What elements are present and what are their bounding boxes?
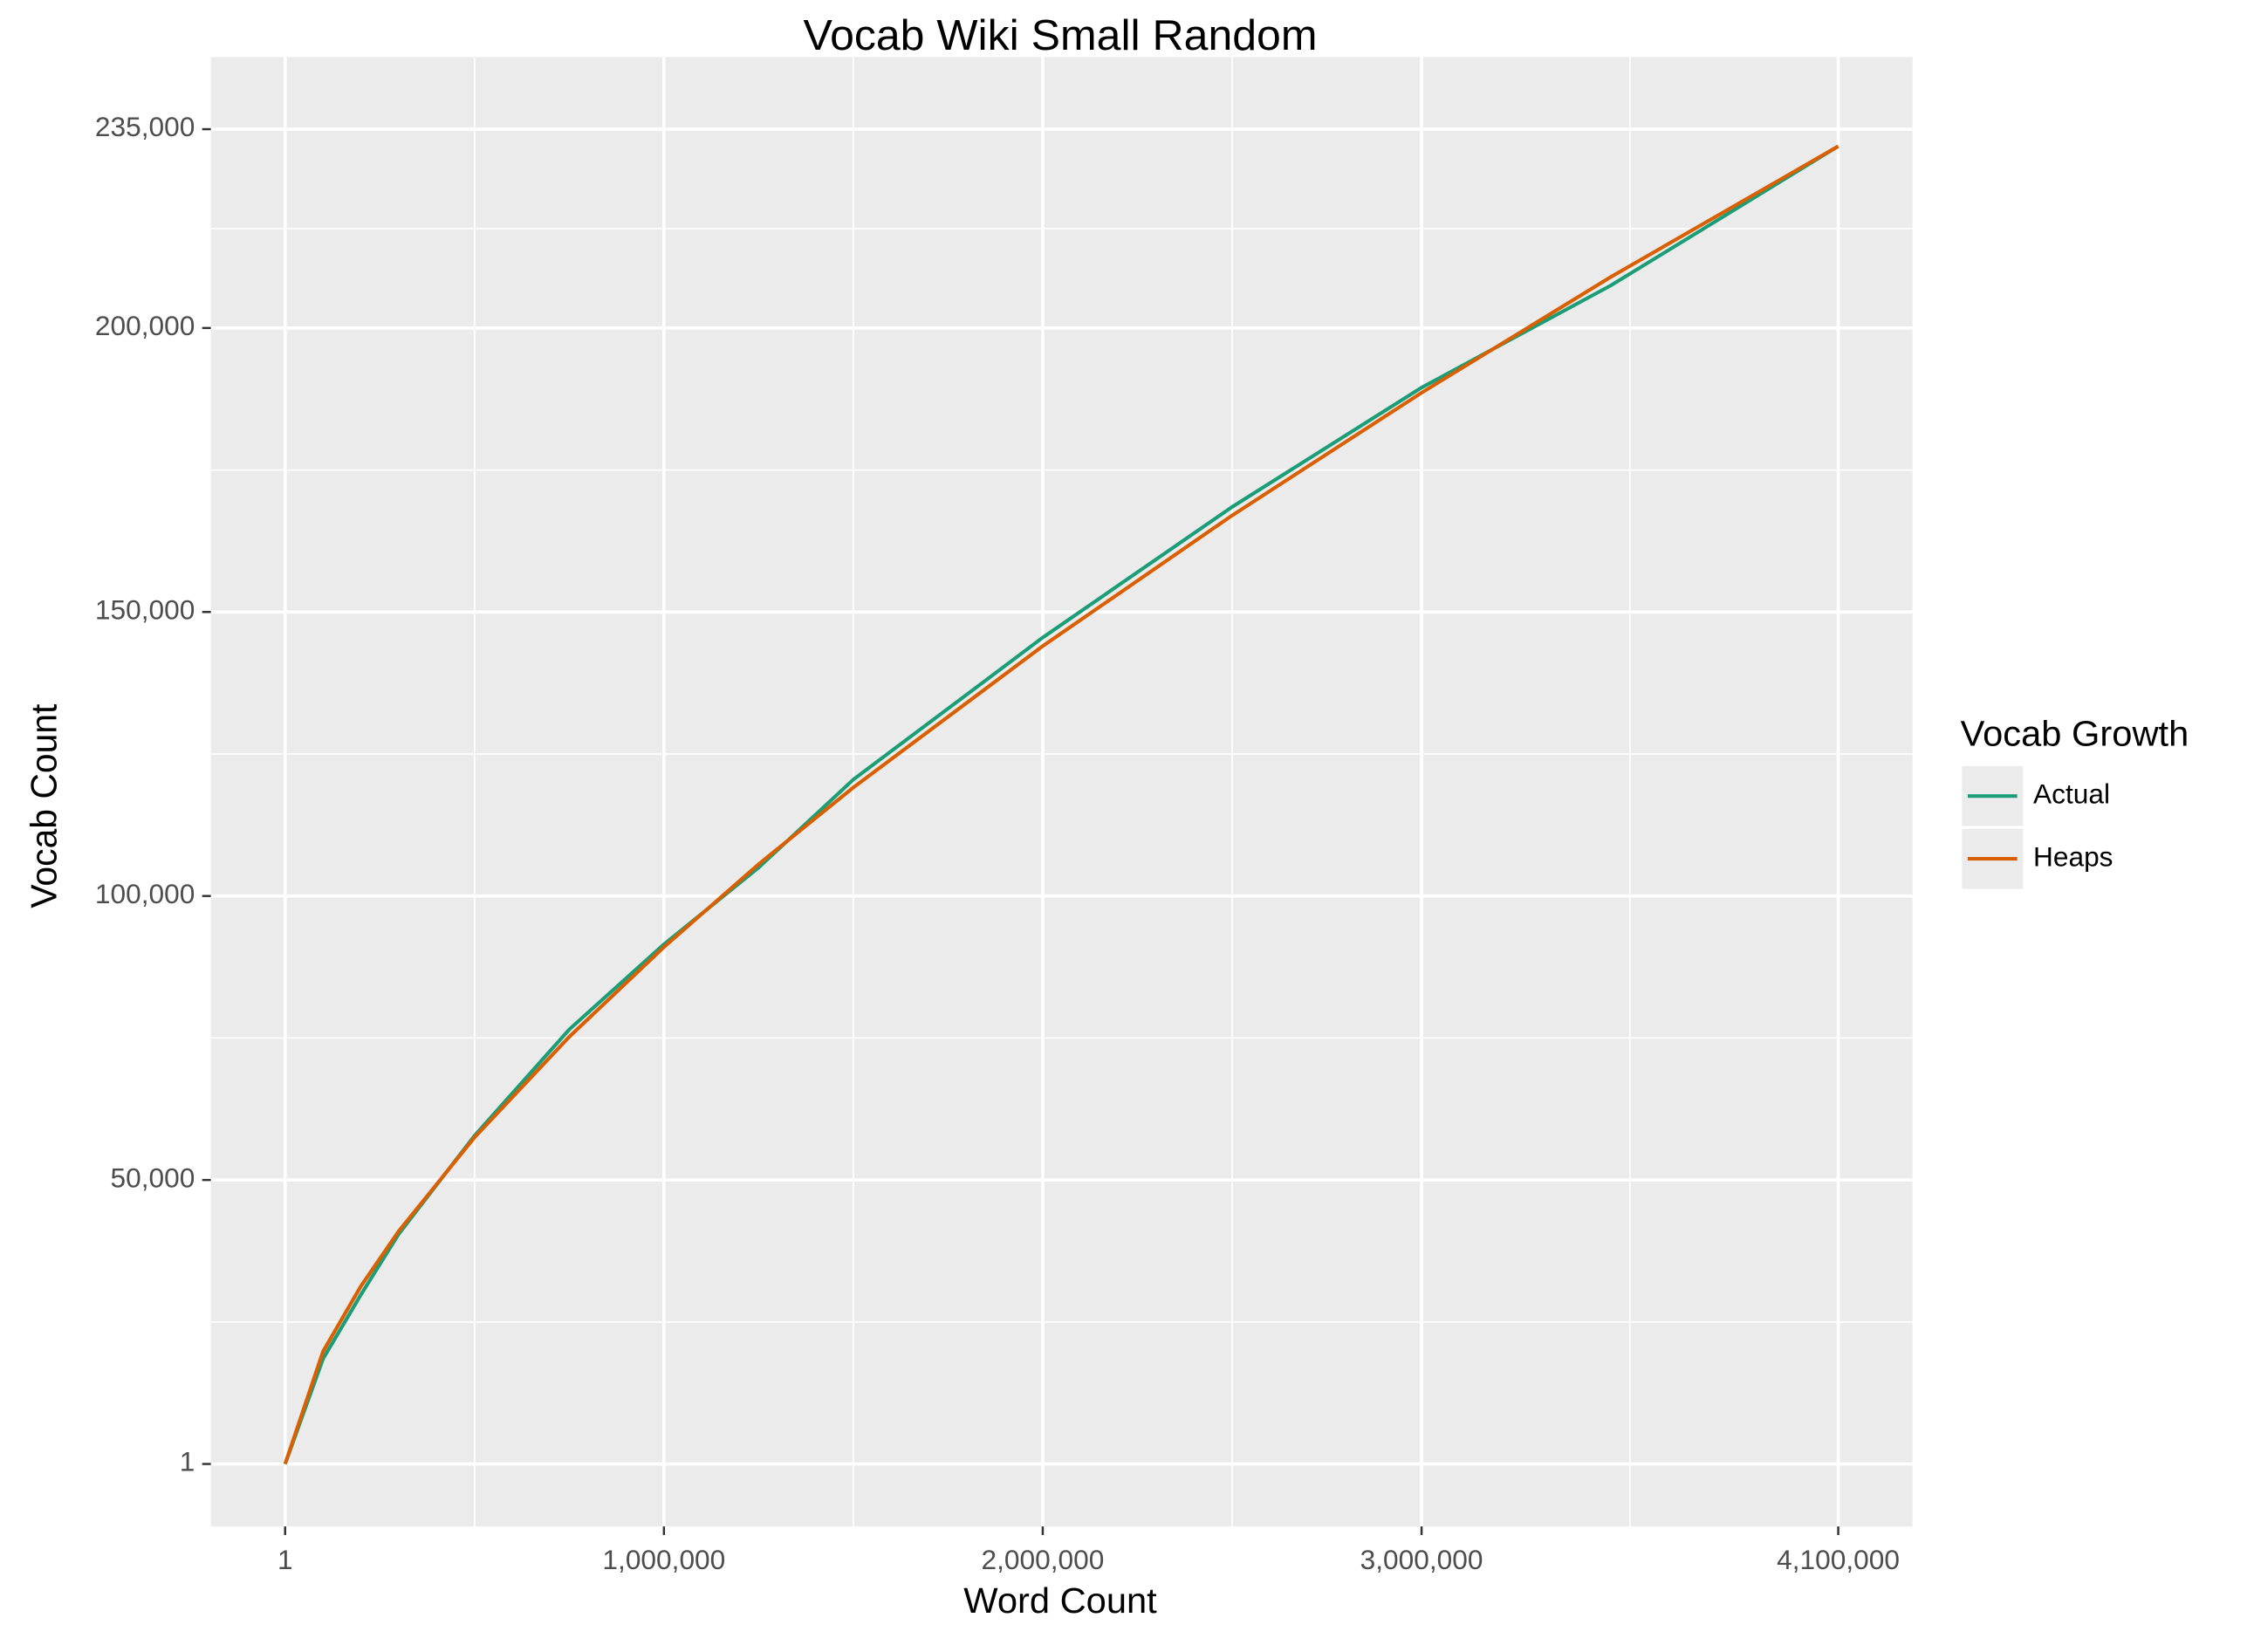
x-tick-label: 2,000,000 [982, 1545, 1105, 1575]
chart-title: Vocab Wiki Small Random [803, 12, 1317, 59]
y-tick-label: 200,000 [95, 311, 195, 341]
y-tick-label: 1 [180, 1447, 195, 1477]
y-axis-label: Vocab Count [24, 703, 64, 908]
lines [283, 144, 1839, 1465]
y-tick-label: 100,000 [95, 879, 195, 909]
series-line [283, 144, 1839, 1465]
x-tick-label: 4,100,000 [1777, 1545, 1900, 1575]
panel [210, 57, 1913, 1527]
legend: Actual Heaps [1962, 765, 2113, 889]
legend-title: Vocab Growth [1961, 714, 2189, 754]
y-tick-label: 235,000 [95, 113, 195, 143]
grid [210, 57, 1913, 1527]
legend-label: Actual [2033, 779, 2110, 810]
x-axis-label: Word Count [963, 1581, 1157, 1621]
x-tick-label: 1,000,000 [602, 1545, 725, 1575]
y-tick-label: 50,000 [110, 1163, 195, 1194]
x-tick-label: 3,000,000 [1360, 1545, 1483, 1575]
y-tick-label: 150,000 [95, 595, 195, 626]
legend-label: Heaps [2033, 842, 2113, 873]
x-tick-label: 1 [277, 1545, 293, 1575]
